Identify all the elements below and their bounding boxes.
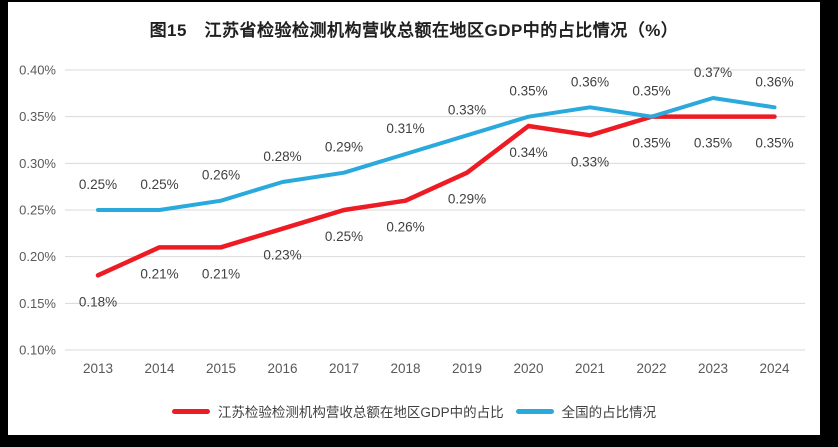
data-label-jiangsu: 0.29%	[448, 192, 486, 207]
y-axis-tick-label: 0.10%	[19, 343, 56, 358]
data-label-national: 0.25%	[140, 177, 178, 192]
y-axis-tick-label: 0.30%	[19, 156, 56, 171]
legend-label-jiangsu: 江苏检验检测机构营收总额在地区GDP中的占比	[217, 405, 504, 420]
data-label-jiangsu: 0.35%	[632, 136, 670, 151]
series-line-jiangsu	[95, 114, 777, 278]
x-axis-tick-label: 2022	[636, 361, 666, 376]
data-label-national: 0.35%	[509, 84, 547, 99]
x-axis-tick-label: 2017	[329, 361, 359, 376]
x-axis-tick-label: 2013	[83, 361, 113, 376]
x-axis-tick-label: 2023	[698, 361, 728, 376]
x-axis-tick-label: 2016	[267, 361, 297, 376]
data-label-national: 0.33%	[448, 102, 486, 117]
data-label-jiangsu: 0.25%	[325, 229, 363, 244]
legend-swatch-jiangsu-line	[171, 408, 210, 414]
chart-card: 图15 江苏省检验检测机构营收总额在地区GDP中的占比情况（%） 0.40% 0.…	[8, 2, 820, 435]
data-label-jiangsu: 0.23%	[263, 248, 301, 263]
data-label-jiangsu: 0.21%	[140, 266, 178, 281]
y-axis-tick-label: 0.35%	[19, 109, 56, 124]
data-label-jiangsu: 0.21%	[202, 266, 240, 281]
data-label-national: 0.28%	[263, 149, 301, 164]
data-label-jiangsu: 0.26%	[386, 220, 424, 235]
x-axis-tick-label: 2024	[759, 361, 790, 376]
data-label-national: 0.26%	[202, 168, 240, 183]
data-label-national: 0.37%	[694, 65, 732, 80]
chart-legend: 江苏检验检测机构营收总额在地区GDP中的占比 全国的占比情况	[8, 401, 820, 421]
y-axis-tick-label: 0.15%	[19, 296, 56, 311]
data-label-jiangsu: 0.33%	[571, 154, 609, 169]
y-axis-tick-label: 0.25%	[19, 203, 56, 218]
y-axis-tick-label: 0.20%	[19, 249, 56, 264]
x-axis-tick-label: 2020	[513, 361, 543, 376]
data-label-national: 0.31%	[386, 121, 424, 136]
line-chart: 0.40% 0.35% 0.30% 0.25% 0.20% 0.15% 0.10% 2013 2…	[19, 63, 805, 376]
x-axis-tick-label: 2015	[206, 361, 236, 376]
data-label-jiangsu: 0.18%	[79, 294, 117, 309]
data-label-national: 0.35%	[632, 84, 670, 99]
series-line-national	[96, 96, 777, 212]
data-label-jiangsu: 0.34%	[509, 145, 547, 160]
legend-label-national: 全国的占比情况	[561, 405, 657, 420]
legend-item-jiangsu: 江苏检验检测机构营收总额在地区GDP中的占比	[171, 401, 504, 421]
chart-title: 图15 江苏省检验检测机构营收总额在地区GDP中的占比情况（%）	[149, 21, 679, 40]
data-label-national: 0.36%	[571, 74, 609, 89]
data-label-national: 0.36%	[755, 74, 793, 89]
x-axis-tick-label: 2019	[452, 361, 482, 376]
y-axis-tick-label: 0.40%	[19, 63, 56, 78]
data-label-national: 0.25%	[79, 177, 117, 192]
legend-item-national: 全国的占比情况	[515, 401, 657, 421]
x-axis-tick-label: 2014	[144, 361, 175, 376]
data-label-jiangsu: 0.35%	[755, 136, 793, 151]
data-label-national: 0.29%	[325, 140, 363, 155]
x-axis-tick-label: 2018	[390, 361, 420, 376]
x-axis-tick-label: 2021	[575, 361, 605, 376]
data-label-jiangsu: 0.35%	[694, 136, 732, 151]
legend-swatch-national-line	[515, 408, 554, 414]
